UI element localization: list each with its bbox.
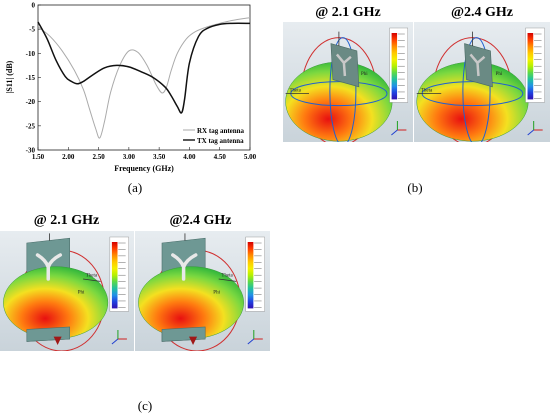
antenna-trace: [35, 253, 63, 281]
panel-c-right-title: @2.4 GHz: [169, 213, 232, 228]
y-tick-label: -15: [26, 74, 36, 82]
feed-cone: [189, 336, 198, 345]
color-scale-bar: [391, 33, 398, 100]
antenna-trace: [171, 253, 198, 281]
x-tick-label: 4.00: [183, 153, 196, 161]
phi-label: Phi: [213, 290, 220, 295]
x-tick-label: 5.00: [244, 153, 257, 161]
x-tick-label: 3.50: [153, 153, 166, 161]
phi-label: Phi: [78, 290, 85, 295]
caption-a: (a): [127, 180, 143, 195]
theta-label: Theta: [290, 89, 302, 94]
feed-cone: [53, 336, 62, 345]
x-axis-label: Frequency (GHz): [114, 164, 174, 173]
x-axis: [218, 278, 237, 282]
theta-label: Theta: [221, 274, 233, 279]
y-ticks: 0 -5 -10 -15 -20 -25 -30: [26, 2, 41, 155]
x-tick-label: 4.50: [214, 153, 227, 161]
pattern-panel-b-right: Theta Phi: [414, 22, 550, 142]
theta-label: Theta: [86, 274, 98, 279]
panel-c-left-title: @ 2.1 GHz: [33, 213, 100, 228]
x-tick-label: 2.50: [92, 153, 105, 161]
panel-b-right-title: @2.4 GHz: [450, 5, 513, 20]
xyz-axes-icon: [247, 330, 263, 345]
s11-chart: |S11| (dB) Frequency (GHz) 0 -5 -10 -15 -20 -…: [5, 2, 257, 174]
y-tick-label: 0: [32, 2, 36, 10]
series-tx-line: [37, 21, 251, 114]
x-tick-label: 2.00: [62, 153, 75, 161]
antenna-trace: [335, 53, 352, 77]
pattern-panel-c-right: Theta Phi: [135, 231, 270, 351]
radiation-pattern-svg: Theta Phi: [283, 22, 413, 142]
legend: RX tag antenna TX tag antenna: [183, 127, 245, 145]
x-ticks: 1.50 2.00 2.50 3.00 3.50 4.00 4.50 5.00: [32, 147, 257, 161]
xyz-axes-icon: [111, 330, 127, 345]
y-tick-label: -20: [26, 98, 36, 106]
legend-rx-label: RX tag antenna: [197, 127, 245, 135]
xyz-axes-icon: [391, 121, 407, 136]
caption-b: (b): [407, 180, 423, 195]
theta-ring: [462, 37, 491, 142]
antenna-board-front: [26, 326, 70, 342]
radiation-pattern-svg: Theta Phi: [0, 231, 134, 351]
y-tick-label: -30: [26, 147, 36, 155]
y-tick-label: -5: [29, 26, 35, 34]
y-tick-label: -25: [26, 122, 36, 130]
y-axis-label: |S11| (dB): [5, 60, 14, 93]
theta-ring: [329, 37, 357, 142]
radiation-pattern-svg: Theta Phi: [414, 22, 550, 142]
xyz-axes-icon: [527, 121, 543, 136]
antenna-trace: [469, 53, 486, 77]
theta-label: Theta: [421, 89, 433, 94]
x-tick-label: 3.00: [123, 153, 136, 161]
phi-label: Phi: [361, 72, 368, 77]
series-rx-line: [37, 17, 251, 139]
color-scale-bar: [247, 242, 254, 309]
pattern-panel-b-left: Theta Phi: [283, 22, 413, 142]
x-axis: [83, 278, 101, 282]
pattern-panel-c-left: Theta Phi: [0, 231, 134, 351]
legend-tx-label: TX tag antenna: [197, 137, 244, 145]
radiation-pattern-svg: Theta Phi: [135, 231, 270, 351]
panel-b-left-title: @ 2.1 GHz: [315, 5, 381, 20]
color-scale-bar: [111, 242, 118, 309]
caption-c: (c): [137, 398, 153, 413]
antenna-board-front: [161, 326, 206, 342]
color-scale-bar: [527, 33, 534, 100]
series-lines: [37, 17, 251, 139]
y-tick-label: -10: [26, 50, 36, 58]
phi-label: Phi: [496, 72, 503, 77]
x-tick-label: 1.50: [32, 153, 45, 161]
